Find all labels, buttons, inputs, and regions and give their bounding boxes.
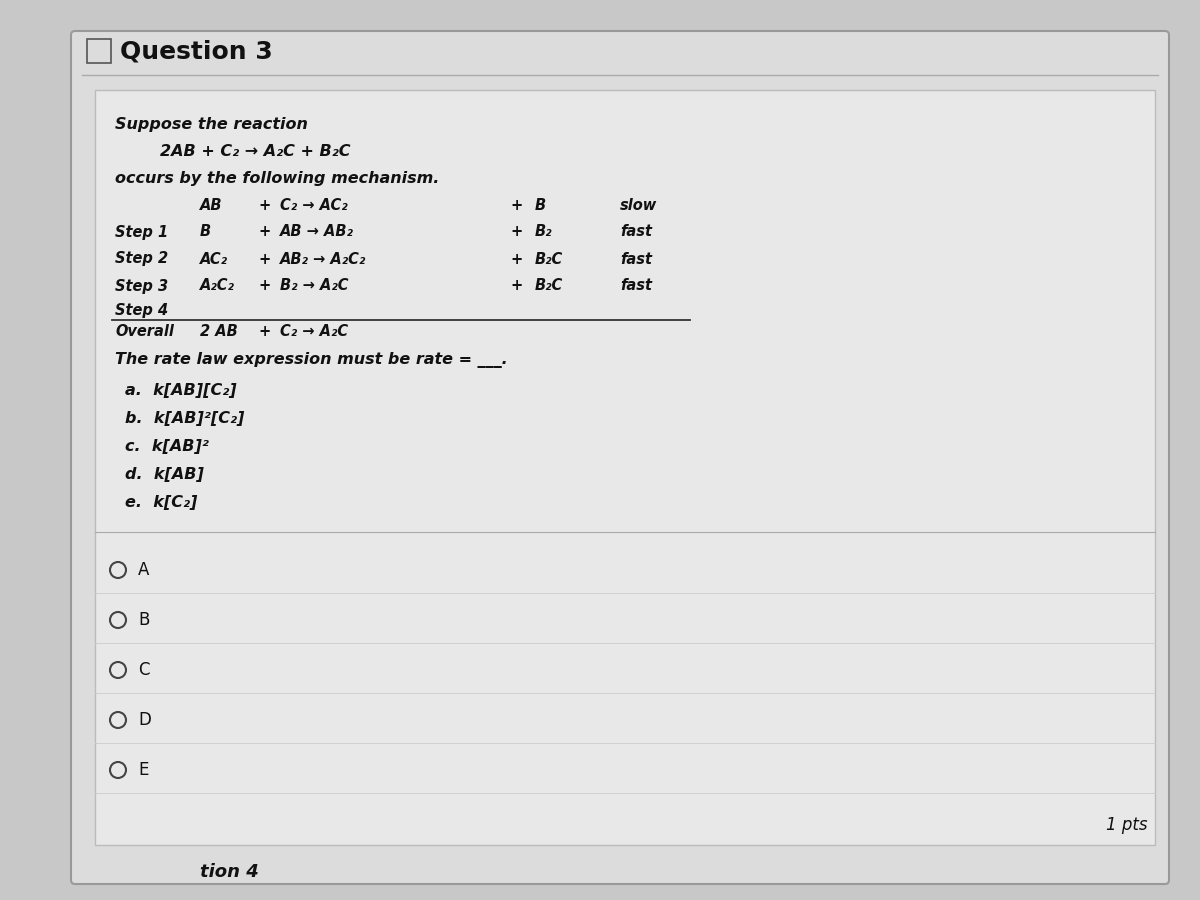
Text: +: + — [510, 224, 522, 239]
Text: D: D — [138, 711, 151, 729]
Text: AC₂: AC₂ — [200, 251, 228, 266]
Text: Step 1: Step 1 — [115, 224, 168, 239]
Text: B₂C: B₂C — [535, 278, 563, 293]
Text: 1 pts: 1 pts — [1106, 816, 1148, 834]
Text: +: + — [258, 251, 270, 266]
Text: The rate law expression must be rate = ___.: The rate law expression must be rate = _… — [115, 352, 508, 368]
Text: e.  k[C₂]: e. k[C₂] — [125, 494, 197, 509]
Text: a.  k[AB][C₂]: a. k[AB][C₂] — [125, 382, 236, 398]
Text: B₂C: B₂C — [535, 251, 563, 266]
Text: +: + — [258, 224, 270, 239]
Text: C: C — [138, 661, 150, 679]
Text: b.  k[AB]²[C₂]: b. k[AB]²[C₂] — [125, 410, 245, 426]
Text: d.  k[AB]: d. k[AB] — [125, 466, 204, 482]
Text: C₂ → AC₂: C₂ → AC₂ — [280, 197, 348, 212]
Text: Step 4: Step 4 — [115, 302, 168, 318]
Text: +: + — [258, 197, 270, 212]
Text: AB: AB — [200, 197, 222, 212]
Text: B: B — [138, 611, 149, 629]
Text: C₂ → A₂C: C₂ → A₂C — [280, 325, 348, 339]
Text: tion 4: tion 4 — [200, 863, 259, 881]
Text: Step 3: Step 3 — [115, 278, 168, 293]
Text: fast: fast — [620, 278, 652, 293]
Text: AB₂ → A₂C₂: AB₂ → A₂C₂ — [280, 251, 366, 266]
Text: +: + — [510, 197, 522, 212]
Text: B: B — [535, 197, 546, 212]
Text: +: + — [258, 278, 270, 293]
Text: slow: slow — [620, 197, 658, 212]
Text: Overall: Overall — [115, 325, 174, 339]
Text: E: E — [138, 761, 149, 779]
Text: fast: fast — [620, 251, 652, 266]
Text: +: + — [510, 251, 522, 266]
Text: 2AB + C₂ → A₂C + B₂C: 2AB + C₂ → A₂C + B₂C — [160, 145, 350, 159]
FancyBboxPatch shape — [95, 90, 1154, 845]
Text: B: B — [200, 224, 211, 239]
FancyBboxPatch shape — [71, 31, 1169, 884]
Text: +: + — [258, 325, 270, 339]
Text: c.  k[AB]²: c. k[AB]² — [125, 438, 209, 454]
Text: Question 3: Question 3 — [120, 39, 272, 63]
Text: occurs by the following mechanism.: occurs by the following mechanism. — [115, 172, 439, 186]
Text: Step 2: Step 2 — [115, 251, 168, 266]
Text: +: + — [510, 278, 522, 293]
Text: A₂C₂: A₂C₂ — [200, 278, 235, 293]
Text: AB → AB₂: AB → AB₂ — [280, 224, 354, 239]
Text: B₂: B₂ — [535, 224, 552, 239]
Text: fast: fast — [620, 224, 652, 239]
Text: A: A — [138, 561, 149, 579]
Text: B₂ → A₂C: B₂ → A₂C — [280, 278, 348, 293]
Text: 2 AB: 2 AB — [200, 325, 238, 339]
Text: Suppose the reaction: Suppose the reaction — [115, 118, 308, 132]
